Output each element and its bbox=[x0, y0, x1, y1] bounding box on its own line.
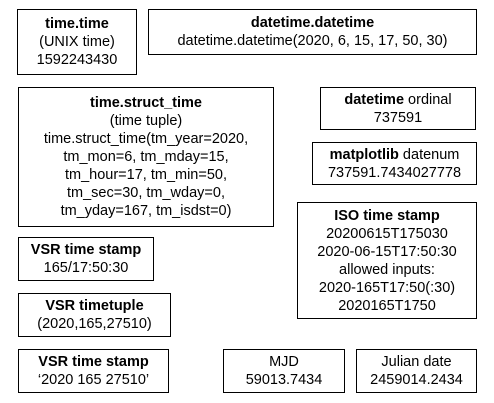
struct-time-subtitle: (time tuple) bbox=[109, 113, 183, 129]
vsr-time-stamp-string-title: VSR time stamp bbox=[38, 354, 149, 370]
mjd-value: 59013.7434 bbox=[245, 372, 323, 388]
datetime-ordinal-value: 737591 bbox=[373, 109, 423, 126]
struct-time-line: tm_hour=17, tm_min=50, bbox=[64, 167, 227, 183]
datetime-ordinal-suffix: ordinal bbox=[404, 91, 452, 108]
julian-date-box: Julian date 2459014.2434 bbox=[356, 349, 477, 393]
mjd-title: MJD bbox=[269, 354, 299, 370]
time-time-subtitle: (UNIX time) bbox=[39, 34, 115, 50]
iso-time-stamp-line: 2020165T1750 bbox=[338, 297, 436, 314]
struct-time-title: time.struct_time bbox=[89, 95, 202, 111]
vsr-time-stamp-string-value: ‘2020 165 27510’ bbox=[37, 372, 150, 388]
struct-time-line: tm_sec=30, tm_wday=0, bbox=[67, 185, 225, 201]
iso-time-stamp-line: allowed inputs: bbox=[339, 261, 435, 278]
vsr-timetuple-value: (2020,165,27510) bbox=[37, 316, 152, 332]
datetime-ordinal-box: datetime ordinal 737591 bbox=[320, 87, 476, 130]
iso-time-stamp-line: 2020-165T17:50(:30) bbox=[318, 279, 456, 296]
vsr-timetuple-title: VSR timetuple bbox=[45, 298, 144, 314]
vsr-time-stamp-value: 165/17:50:30 bbox=[43, 260, 129, 276]
struct-time-line: tm_yday=167, tm_isdst=0) bbox=[60, 203, 232, 219]
matplotlib-datenum-suffix: datenum bbox=[398, 146, 460, 163]
matplotlib-datenum-heading: matplotlib datenum bbox=[330, 146, 460, 164]
iso-time-stamp-box: ISO time stamp 20200615T175030 2020-06-1… bbox=[297, 202, 477, 319]
vsr-time-stamp-box: VSR time stamp 165/17:50:30 bbox=[18, 237, 154, 281]
struct-time-line: time.struct_time(tm_year=2020, bbox=[43, 131, 249, 147]
iso-time-stamp-title: ISO time stamp bbox=[334, 207, 440, 224]
struct-time-line: tm_mon=6, tm_mday=15, bbox=[63, 149, 229, 165]
struct-time-box: time.struct_time (time tuple) time.struc… bbox=[18, 87, 274, 227]
vsr-timetuple-box: VSR timetuple (2020,165,27510) bbox=[18, 293, 171, 337]
datetime-datetime-title: datetime.datetime bbox=[250, 15, 375, 31]
matplotlib-datenum-title: matplotlib bbox=[329, 146, 399, 163]
iso-time-stamp-line: 2020-06-15T17:50:30 bbox=[317, 243, 457, 260]
vsr-time-stamp-title: VSR time stamp bbox=[30, 242, 142, 258]
julian-date-title: Julian date bbox=[381, 354, 452, 370]
matplotlib-datenum-box: matplotlib datenum 737591.7434027778 bbox=[312, 142, 477, 185]
datetime-ordinal-title: datetime bbox=[344, 91, 405, 108]
time-time-title: time.time bbox=[45, 16, 109, 32]
time-time-value: 1592243430 bbox=[36, 52, 118, 68]
time-time-box: time.time (UNIX time) 1592243430 bbox=[17, 9, 137, 75]
datetime-datetime-value: datetime.datetime(2020, 6, 15, 17, 50, 3… bbox=[177, 33, 448, 49]
datetime-ordinal-heading: datetime ordinal bbox=[344, 91, 451, 109]
mjd-box: MJD 59013.7434 bbox=[223, 349, 345, 393]
datetime-datetime-box: datetime.datetime datetime.datetime(2020… bbox=[148, 9, 477, 55]
julian-date-value: 2459014.2434 bbox=[370, 372, 463, 388]
iso-time-stamp-line: 20200615T175030 bbox=[326, 225, 448, 242]
vsr-time-stamp-string-box: VSR time stamp ‘2020 165 27510’ bbox=[18, 349, 169, 393]
matplotlib-datenum-value: 737591.7434027778 bbox=[327, 164, 462, 181]
